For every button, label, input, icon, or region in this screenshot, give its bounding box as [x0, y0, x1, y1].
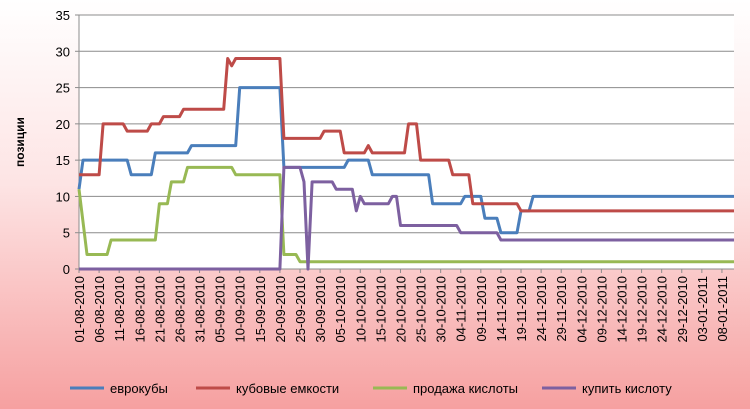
- y-tick-label: 0: [63, 262, 70, 277]
- y-tick-label: 10: [56, 189, 70, 204]
- y-tick-label: 20: [56, 117, 70, 132]
- x-tick-label: 20-10-2010: [393, 276, 408, 343]
- x-tick-label: 10-10-2010: [353, 276, 368, 343]
- x-tick-label: 05-10-2010: [333, 276, 348, 343]
- x-tick-label: 15-10-2010: [373, 276, 388, 343]
- y-tick-label: 35: [56, 8, 70, 23]
- x-tick-label: 09-12-2010: [594, 276, 609, 343]
- x-tick-label: 08-01-2011: [715, 276, 730, 342]
- legend-label: купить кислоту: [582, 381, 672, 396]
- x-tick-label: 30-10-2010: [434, 276, 449, 343]
- x-tick-label: 21-08-2010: [152, 276, 167, 343]
- x-tick-label: 25-09-2010: [293, 276, 308, 343]
- x-tick-label: 19-11-2010: [514, 276, 529, 342]
- legend-label: еврокубы: [110, 381, 168, 396]
- x-tick-label: 04-11-2010: [454, 276, 469, 342]
- x-tick-label: 16-08-2010: [132, 276, 147, 343]
- x-tick-label: 25-10-2010: [414, 276, 429, 343]
- x-tick-label: 20-09-2010: [273, 276, 288, 343]
- series-line: [77, 86, 734, 235]
- x-tick-label: 09-11-2010: [474, 276, 489, 342]
- x-tick-label: 03-01-2011: [695, 276, 710, 342]
- x-tick-label: 15-09-2010: [253, 276, 268, 343]
- y-tick-label: 30: [56, 44, 70, 59]
- x-tick-label: 19-12-2010: [635, 276, 650, 343]
- series-line: [79, 57, 734, 213]
- series-line: [77, 165, 734, 264]
- x-tick-label: 14-12-2010: [614, 276, 629, 343]
- series-line: [79, 165, 734, 271]
- x-tick-label: 24-12-2010: [655, 276, 670, 343]
- x-tick-label: 14-11-2010: [494, 276, 509, 342]
- x-tick-label: 04-12-2010: [574, 276, 589, 343]
- x-tick-label: 10-09-2010: [233, 276, 248, 343]
- x-tick-label: 11-08-2010: [112, 276, 127, 342]
- y-axis-title: позиции: [13, 117, 27, 167]
- x-tick-label: 29-12-2010: [675, 276, 690, 343]
- x-tick-label: 31-08-2010: [193, 276, 208, 343]
- y-tick-label: 15: [56, 153, 70, 168]
- x-tick-label: 29-11-2010: [554, 276, 569, 342]
- legend-label: кубовые емкости: [236, 381, 339, 396]
- x-tick-label: 05-09-2010: [213, 276, 228, 343]
- x-tick-label: 06-08-2010: [92, 276, 107, 343]
- x-tick-label: 30-09-2010: [313, 276, 328, 343]
- y-tick-label: 25: [56, 81, 70, 96]
- x-tick-label: 24-11-2010: [534, 276, 549, 342]
- legend-label: продажа кислоты: [413, 381, 518, 396]
- y-tick-label: 5: [63, 226, 70, 241]
- x-tick-label: 26-08-2010: [172, 276, 187, 343]
- x-tick-label: 01-08-2010: [72, 276, 87, 343]
